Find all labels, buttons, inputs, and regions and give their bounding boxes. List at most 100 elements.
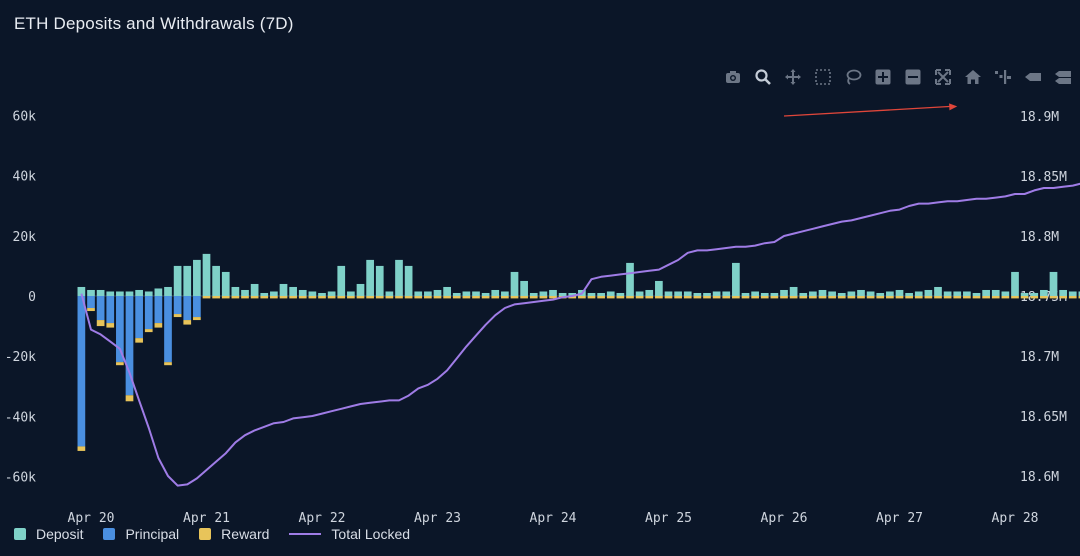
- reward-bar: [1049, 296, 1058, 299]
- zoom-in-icon[interactable]: [872, 67, 894, 87]
- deposit-bar: [703, 292, 711, 296]
- deposit-bar: [347, 291, 355, 296]
- deposit-bar: [472, 291, 480, 296]
- deposit-bar: [202, 253, 211, 296]
- zoom-icon[interactable]: [752, 67, 774, 87]
- reward-bar: [924, 296, 933, 299]
- deposit-bar: [318, 292, 326, 296]
- reward-bar: [732, 296, 740, 299]
- deposit-bar: [539, 291, 548, 296]
- deposit-bar: [886, 291, 894, 296]
- pan-icon[interactable]: [782, 67, 804, 87]
- y-left-tick-label: -20k: [5, 350, 36, 365]
- deposit-bar: [828, 291, 836, 296]
- deposit-bar: [683, 291, 692, 296]
- deposit-bar: [664, 291, 673, 296]
- legend-swatch: [199, 528, 212, 540]
- reward-bar: [895, 296, 904, 299]
- reward-bar: [501, 296, 509, 299]
- deposit-bar: [173, 265, 182, 296]
- legend-item-total-locked[interactable]: Total Locked: [289, 526, 410, 542]
- principal-bar: [96, 296, 105, 321]
- reward-bar: [972, 296, 981, 299]
- reward-bar: [337, 296, 346, 299]
- reward-bar: [789, 296, 798, 299]
- principal-bar: [77, 296, 86, 447]
- reward-bar: [472, 296, 480, 299]
- reward-bar: [510, 296, 519, 299]
- principal-bar: [193, 296, 201, 318]
- principal-bar: [125, 296, 134, 396]
- y-right-tick-label: 18.8M: [1020, 230, 1059, 245]
- deposit-bar: [1078, 291, 1080, 296]
- principal-bar: [154, 296, 163, 324]
- deposit-bar: [1020, 292, 1029, 296]
- deposit-bar: [626, 262, 634, 296]
- y-left-tick-label: -60k: [5, 471, 36, 486]
- deposit-bar: [279, 283, 288, 296]
- camera-icon[interactable]: [722, 67, 744, 87]
- legend-item-principal[interactable]: Principal: [103, 526, 179, 542]
- legend-item-deposit[interactable]: Deposit: [14, 526, 83, 542]
- reward-bar: [616, 296, 625, 299]
- reward-bar: [347, 296, 355, 299]
- reward-bar: [828, 296, 836, 299]
- deposit-bar: [337, 265, 346, 296]
- reward-bar: [481, 296, 490, 299]
- deposit-bar: [462, 291, 471, 296]
- deposit-bar: [1040, 289, 1048, 296]
- deposit-bar: [250, 283, 259, 296]
- deposit-bar: [1049, 271, 1058, 296]
- annotation-arrow-head: [949, 103, 958, 111]
- deposit-bar: [972, 292, 981, 296]
- deposit-bar: [770, 292, 779, 296]
- reward-bar: [664, 296, 673, 299]
- hover-closest-icon[interactable]: [1022, 67, 1044, 87]
- legend-label: Deposit: [36, 526, 84, 542]
- reward-bar: [578, 296, 586, 299]
- zoom-out-icon[interactable]: [902, 67, 924, 87]
- reward-bar: [597, 296, 605, 299]
- reward-bar: [298, 296, 307, 299]
- deposit-bar: [520, 280, 528, 296]
- reward-bar: [96, 320, 105, 327]
- deposit-bar: [77, 286, 86, 296]
- deposit-bar: [510, 271, 519, 296]
- reward-bar: [144, 329, 153, 333]
- reward-bar: [270, 296, 278, 299]
- lasso-select-icon[interactable]: [842, 67, 864, 87]
- y-left-tick-label: 20k: [13, 230, 37, 245]
- reward-bar: [809, 296, 817, 299]
- principal-bar: [144, 296, 153, 330]
- reward-bar: [327, 296, 336, 299]
- deposit-bar: [443, 286, 451, 296]
- reward-bar: [587, 296, 596, 299]
- deposit-bar: [895, 289, 904, 296]
- deposit-bar: [616, 292, 625, 296]
- reward-bar: [1020, 296, 1029, 299]
- reward-bar: [568, 296, 577, 299]
- deposit-bar: [481, 292, 490, 296]
- x-tick-label: Apr 26: [761, 511, 808, 526]
- deposit-bar: [809, 291, 817, 296]
- reward-bar: [626, 296, 634, 299]
- reward-bar: [1040, 296, 1048, 299]
- reward-bar: [164, 362, 172, 366]
- hover-compare-icon[interactable]: [1052, 67, 1074, 87]
- deposit-bar: [231, 286, 240, 296]
- reset-axes-icon[interactable]: [962, 67, 984, 87]
- spike-lines-icon[interactable]: [992, 67, 1014, 87]
- reward-bar: [193, 317, 201, 321]
- reward-bar: [953, 296, 962, 299]
- box-select-icon[interactable]: [812, 67, 834, 87]
- y-right-tick-label: 18.9M: [1020, 110, 1059, 125]
- deposit-bar: [953, 291, 962, 296]
- legend-item-reward[interactable]: Reward: [199, 526, 269, 542]
- reward-bar: [876, 296, 885, 299]
- autoscale-icon[interactable]: [932, 67, 954, 87]
- modebar: [722, 66, 1074, 88]
- deposit-bar: [164, 286, 172, 296]
- deposit-bar: [404, 265, 413, 296]
- reward-bar: [241, 296, 249, 299]
